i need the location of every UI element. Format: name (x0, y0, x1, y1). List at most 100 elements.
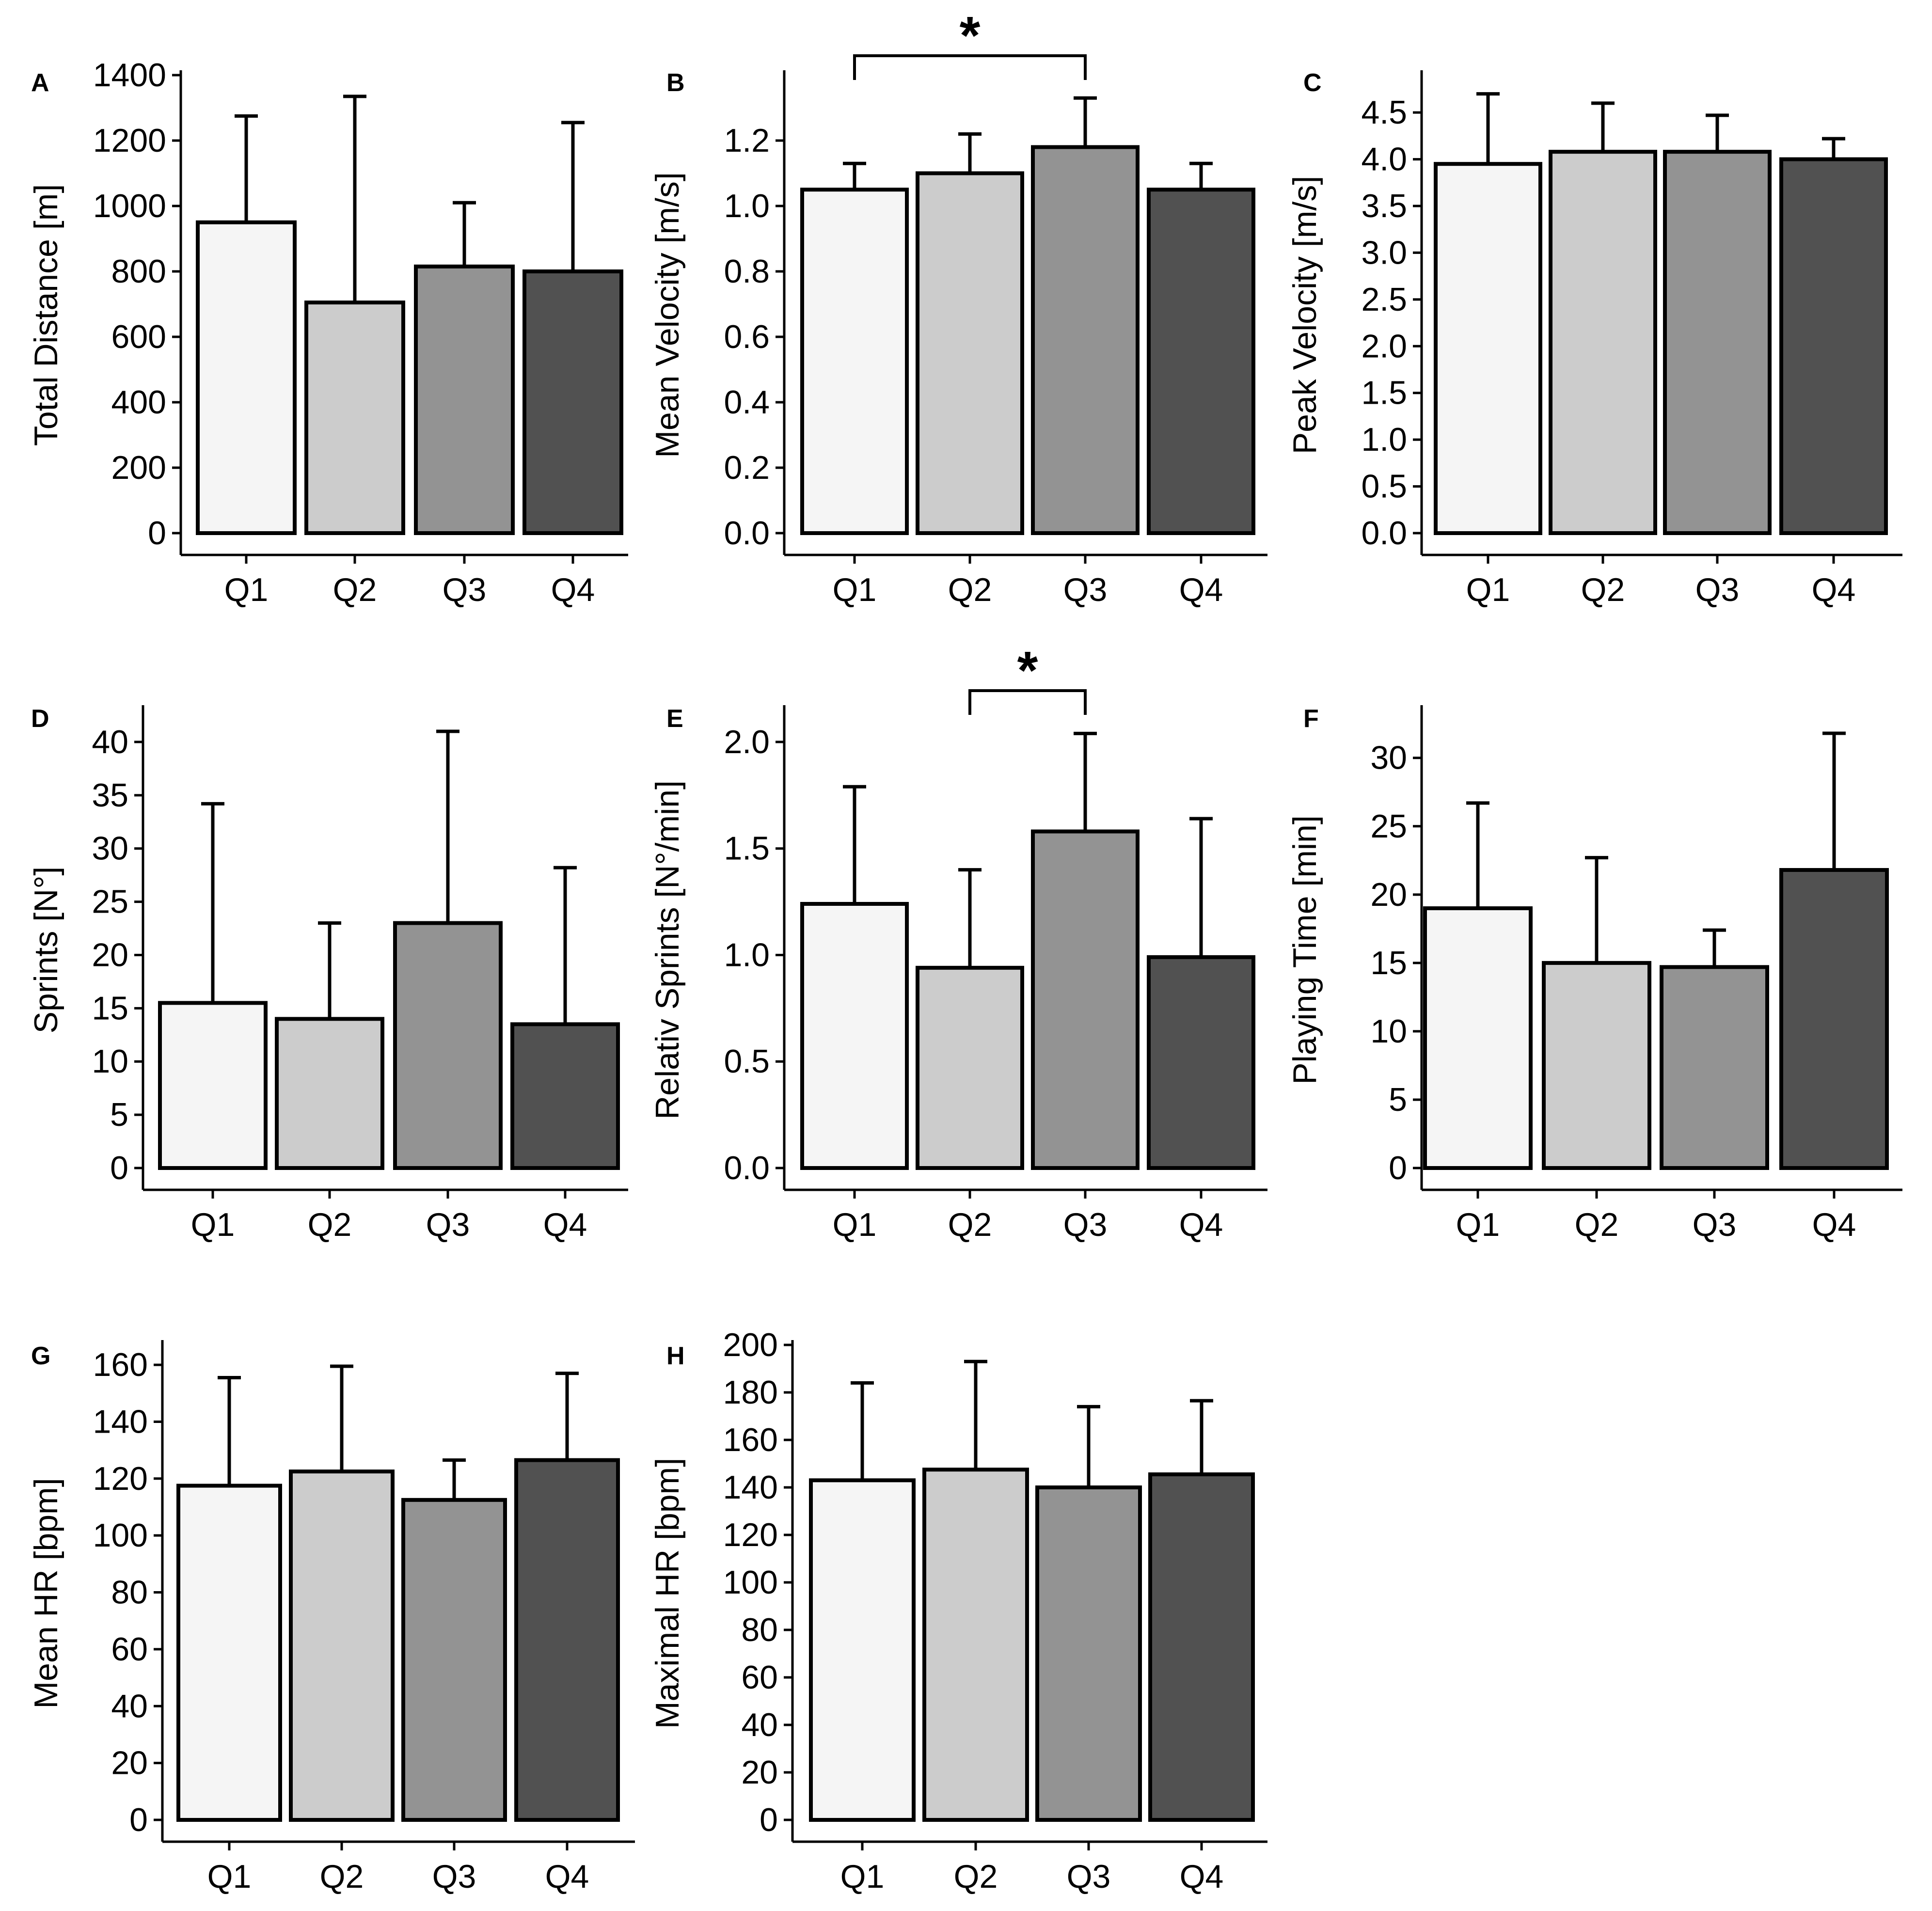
y-tick-label: 0.0 (724, 1150, 770, 1186)
y-tick-label: 120 (723, 1516, 778, 1553)
y-tick-label: 120 (93, 1460, 148, 1497)
y-tick-label: 4.5 (1361, 94, 1407, 131)
significance-star: * (960, 6, 981, 65)
panel-letter: E (666, 705, 683, 733)
y-tick-label: 200 (111, 449, 166, 486)
y-tick-label: 20 (741, 1754, 778, 1791)
y-axis-title: Mean HR [bpm] (28, 1478, 64, 1708)
y-tick-label: 0 (760, 1801, 778, 1838)
y-tick-label: 0 (110, 1150, 128, 1186)
x-tick-label: Q2 (1581, 571, 1625, 608)
y-tick-label: 20 (1370, 876, 1407, 913)
y-tick-label: 40 (92, 724, 128, 760)
x-tick-label: Q1 (833, 1206, 877, 1243)
panel-e: E 0.0 0.5 1.0 1.5 2.0 Relativ Sprints [N°/min]… (649, 641, 1267, 1243)
panel-g: G 0 20 40 60 80 100 120 140 160 Mean HR [bpm] Q1 Q2 Q… (28, 1340, 635, 1895)
y-tick-label: 100 (93, 1517, 148, 1554)
y-tick-label: 400 (111, 384, 166, 421)
panel-letter: B (666, 69, 685, 97)
y-tick-label: 0.4 (724, 384, 770, 421)
y-tick-label: 30 (1370, 740, 1407, 776)
y-tick-label: 15 (1370, 945, 1407, 981)
y-tick-label: 35 (92, 777, 128, 814)
panel-letter: G (31, 1342, 50, 1370)
x-tick-label: Q1 (840, 1858, 885, 1895)
bar-q4 (523, 269, 623, 535)
bar-q1 (158, 1001, 268, 1170)
panel-letter: D (31, 705, 49, 733)
y-axis-title: Peak Velocity [m/s] (1286, 176, 1323, 454)
y-tick-label: 1.5 (724, 830, 770, 867)
y-tick-label: 5 (1389, 1081, 1407, 1118)
bar-q3 (1660, 965, 1769, 1170)
y-tick-label: 80 (111, 1574, 148, 1611)
y-tick-label: 5 (110, 1096, 128, 1133)
bar-q3 (393, 921, 503, 1170)
panel-f: F 0 5 10 15 20 25 30 Playing Time [min] Q1 Q2 Q3 Q4 (1286, 705, 1902, 1243)
y-tick-label: 3.5 (1361, 188, 1407, 224)
x-tick-label: Q4 (545, 1858, 589, 1895)
bar-q2 (275, 1017, 384, 1170)
bar-q4 (1779, 868, 1889, 1170)
x-tick-label: Q3 (432, 1858, 476, 1895)
y-tick-label: 0.8 (724, 253, 770, 290)
y-tick-label: 0.0 (1361, 515, 1407, 552)
panel-letter: H (666, 1342, 685, 1370)
bar-q3 (414, 264, 515, 535)
y-tick-label: 1.5 (1361, 375, 1407, 411)
x-tick-label: Q2 (948, 571, 992, 608)
x-tick-label: Q2 (333, 571, 377, 608)
y-tick-label: 4.0 (1361, 141, 1407, 178)
y-axis-title: Playing Time [min] (1286, 815, 1323, 1085)
y-tick-label: 160 (93, 1346, 148, 1383)
y-tick-label: 140 (93, 1403, 148, 1440)
y-tick-label: 0.5 (724, 1043, 770, 1080)
significance-bracket (968, 689, 1087, 715)
y-tick-label: 3.0 (1361, 234, 1407, 271)
y-tick-label: 160 (723, 1421, 778, 1458)
x-tick-label: Q4 (1812, 1206, 1856, 1243)
y-tick-label: 60 (111, 1631, 148, 1668)
y-tick-label: 2.5 (1361, 281, 1407, 318)
bar-q3 (1663, 150, 1772, 535)
y-tick-label: 200 (723, 1327, 778, 1363)
bar-q2 (916, 171, 1024, 535)
y-axis-title: Sprints [N°] (28, 867, 64, 1034)
y-tick-label: 0.0 (724, 515, 770, 552)
bar-q1 (176, 1484, 282, 1822)
y-tick-label: 20 (92, 936, 128, 973)
y-tick-label: 0 (148, 515, 166, 552)
panel-h: H 0 20 40 60 80 100 120 140 160 180 200 Maximal HR [… (649, 1327, 1267, 1895)
x-tick-label: Q3 (1067, 1858, 1111, 1895)
x-tick-label: Q1 (207, 1858, 252, 1895)
y-tick-label: 0.5 (1361, 468, 1407, 505)
bar-q2 (304, 300, 405, 535)
x-tick-label: Q3 (1063, 571, 1108, 608)
bar-q4 (1779, 157, 1888, 536)
x-tick-label: Q4 (551, 571, 595, 608)
y-tick-label: 10 (92, 1043, 128, 1080)
panel-b: B 0.0 0.2 0.4 0.6 0.8 1.0 1.2 Mean Velocity [m/s… (649, 6, 1267, 608)
y-tick-label: 1.0 (724, 188, 770, 224)
x-tick-label: Q4 (1179, 1206, 1223, 1243)
x-tick-label: Q2 (948, 1206, 992, 1243)
y-tick-label: 1200 (93, 122, 166, 159)
y-tick-label: 15 (92, 990, 128, 1027)
y-tick-label: 80 (741, 1611, 778, 1648)
panel-letter: F (1303, 705, 1319, 733)
bar-q1 (196, 220, 297, 535)
x-tick-label: Q1 (224, 571, 269, 608)
x-tick-label: Q4 (1179, 571, 1223, 608)
y-axis-title: Total Distance [m] (28, 184, 64, 446)
x-tick-label: Q2 (308, 1206, 352, 1243)
y-tick-label: 140 (723, 1469, 778, 1506)
y-tick-label: 0.6 (724, 318, 770, 355)
y-tick-label: 30 (92, 830, 128, 867)
bar-q1 (800, 901, 909, 1170)
bar-q3 (401, 1498, 507, 1822)
x-tick-label: Q1 (1466, 571, 1510, 608)
x-tick-label: Q3 (1693, 1206, 1737, 1243)
y-tick-label: 600 (111, 318, 166, 355)
bar-q3 (1035, 1485, 1142, 1822)
